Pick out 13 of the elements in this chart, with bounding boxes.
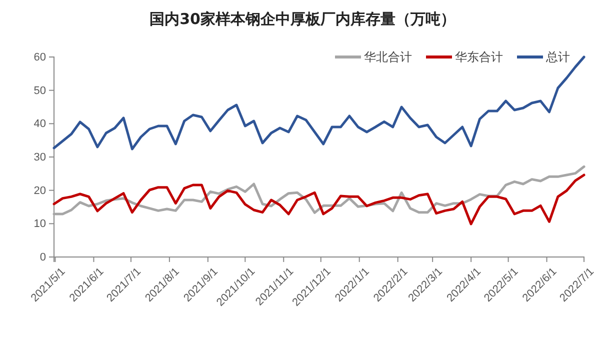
legend-label: 华东合计 [455,50,503,64]
legend-label: 华北合计 [364,50,412,64]
legend-label: 总计 [545,50,570,64]
chart-title: 国内30家样本钢企中厚板厂内库存量（万吨） [150,10,456,28]
y-tick-label: 60 [34,52,46,64]
y-tick-label: 50 [34,84,46,97]
y-tick-label: 10 [34,218,46,230]
line-series [52,174,586,226]
line-series [52,165,586,216]
y-tick-label: 40 [34,118,46,130]
y-tick-label: 0 [40,252,46,264]
y-tick-label: 30 [34,152,46,164]
y-tick-label: 20 [34,184,46,197]
